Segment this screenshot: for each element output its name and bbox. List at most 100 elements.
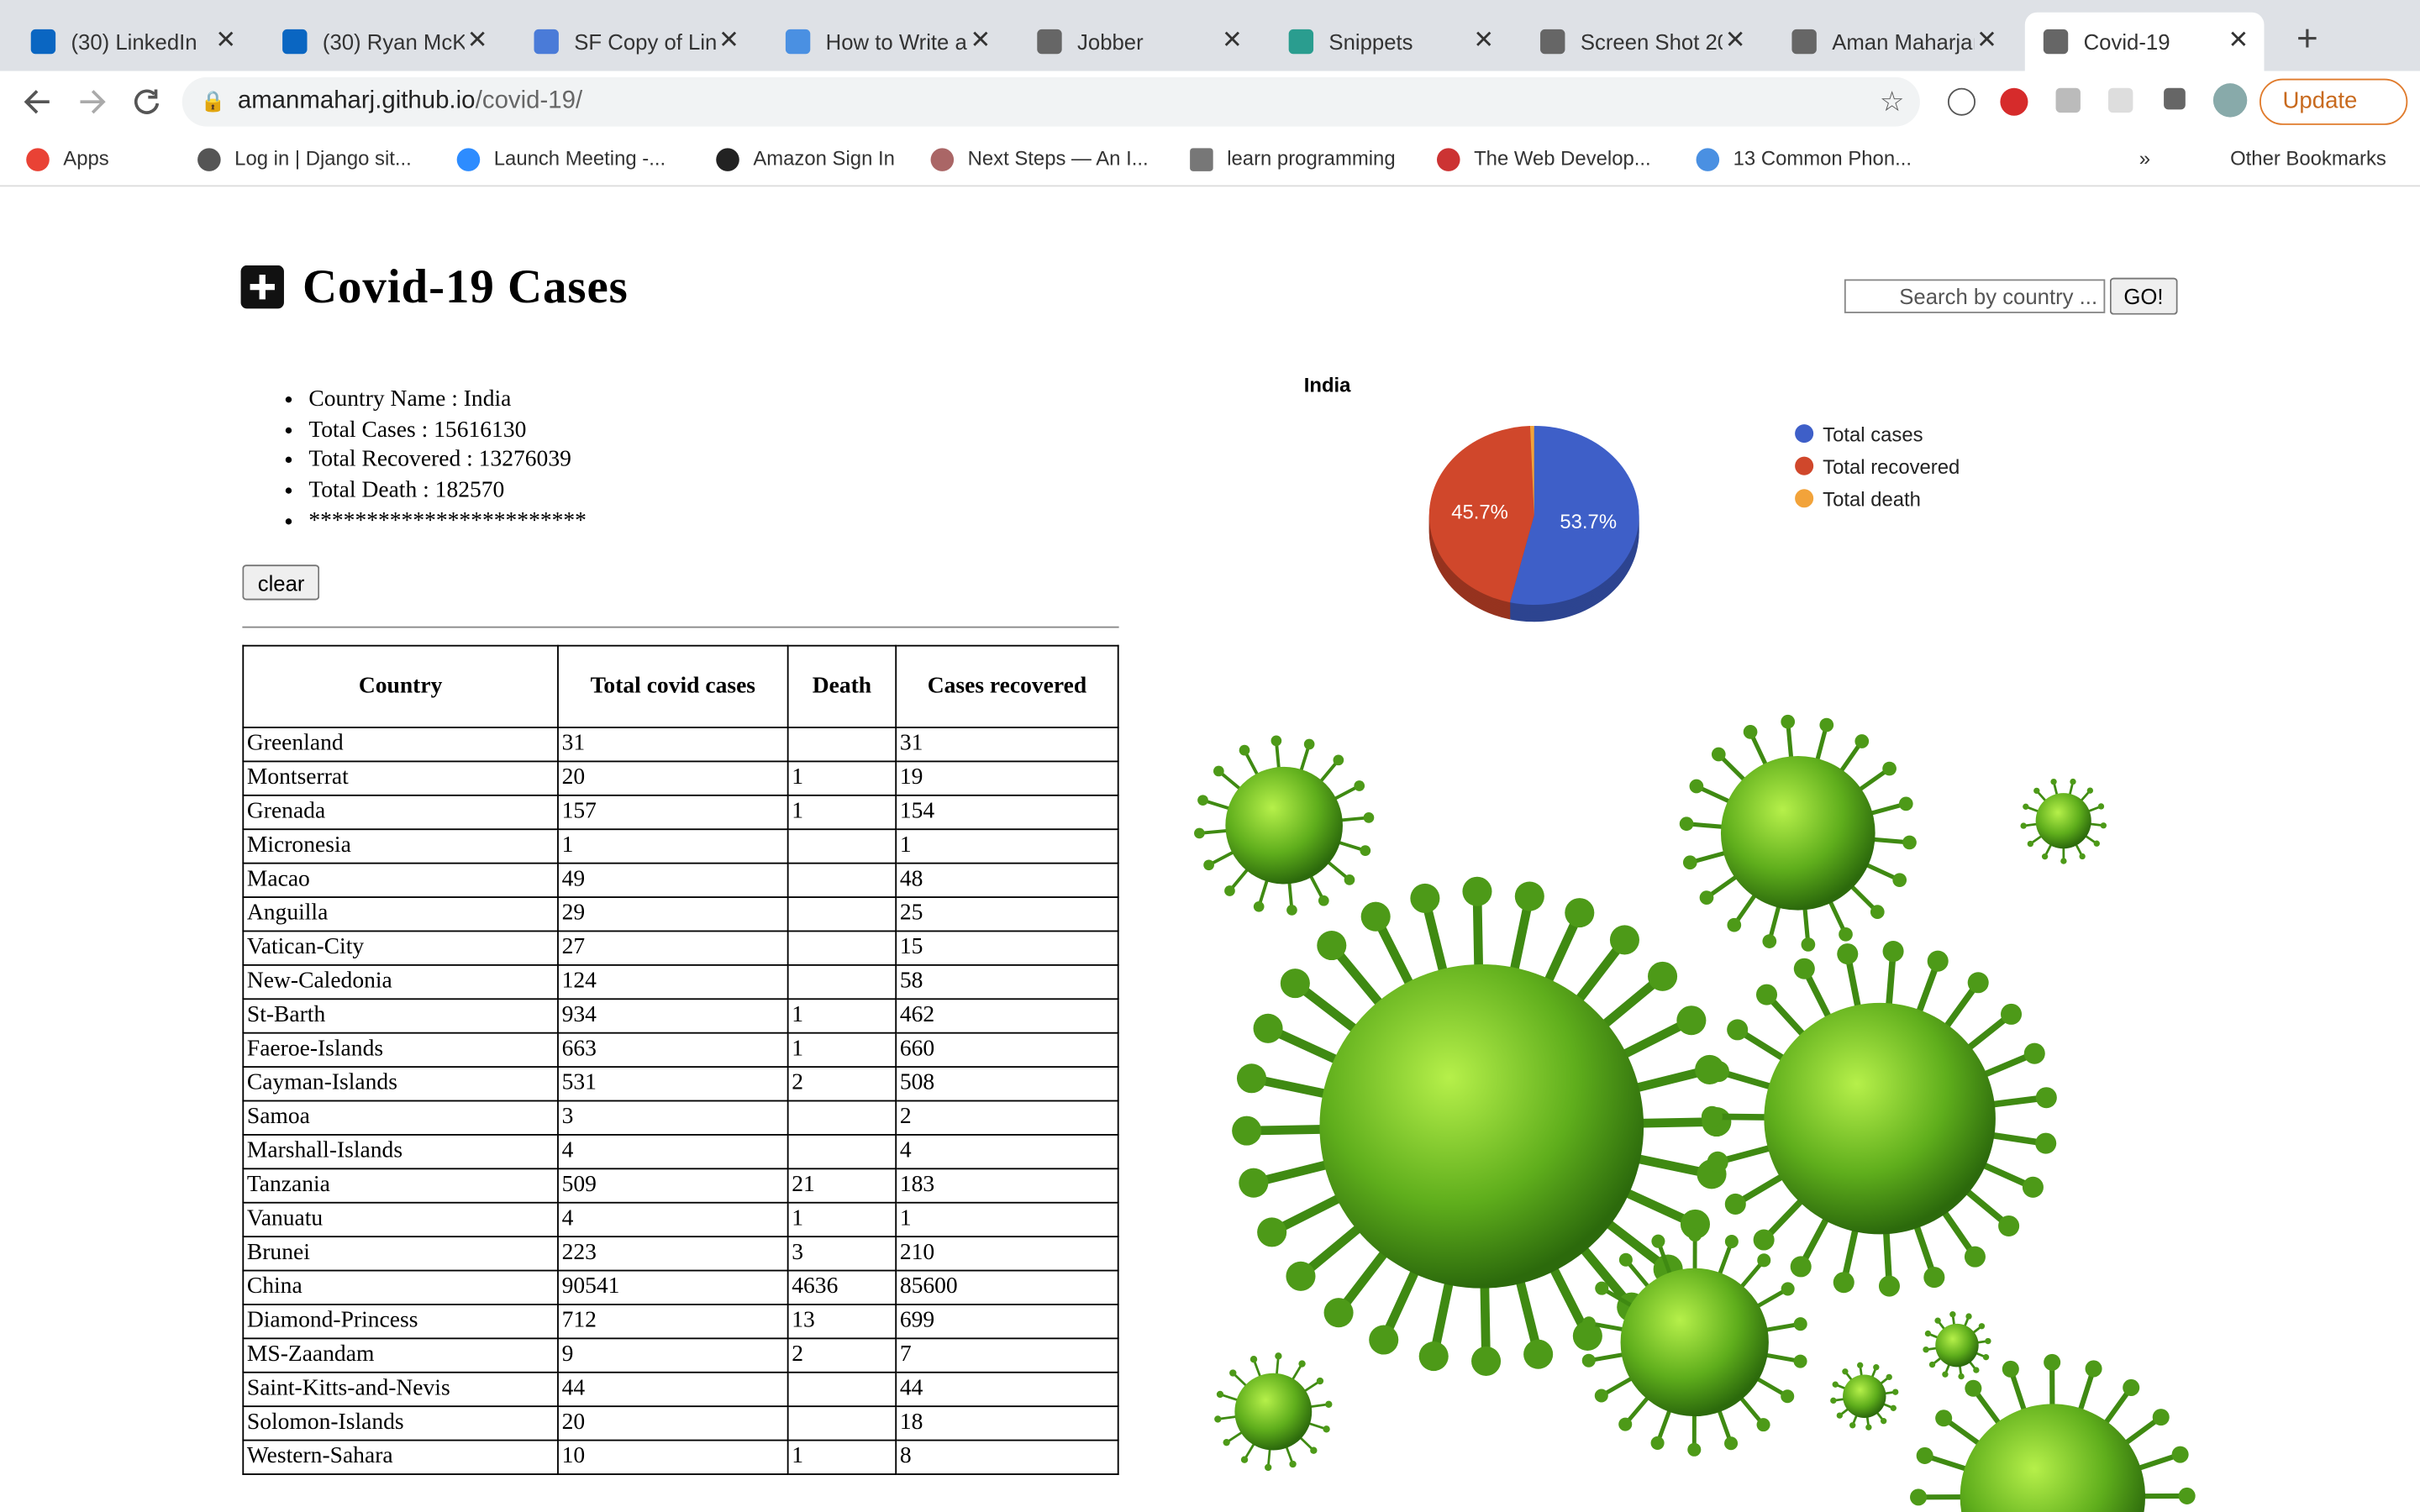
spike-tip [1849, 1422, 1856, 1429]
spike-tip [1701, 1105, 1723, 1127]
spike-tip [1523, 1339, 1554, 1369]
tab[interactable]: Aman Maharjan ✕ [1773, 13, 2012, 71]
tab[interactable]: (30) LinkedIn ✕ [13, 13, 252, 71]
tab[interactable]: SF Copy of Link ✕ [515, 13, 755, 71]
star[interactable]: ☆ [1879, 86, 1905, 118]
tab-close[interactable]: ✕ [718, 28, 739, 55]
info-list: Country Name : IndiaTotal Cases : 156161… [284, 386, 587, 538]
spike-tip [1865, 1424, 1872, 1431]
table-row: China 90541 4636 85600 [242, 1269, 1119, 1305]
bookmarks-bar: Apps Log in | Django sit... Launch Meeting… [0, 133, 2420, 187]
spike-tip [2086, 787, 2094, 794]
table-row: Faeroe-Islands 663 1 660 [242, 1032, 1119, 1068]
tab-close[interactable]: ✕ [970, 28, 992, 55]
header-row: Country Total covid cases Death Cases recov… [242, 644, 1119, 728]
virus [1910, 1353, 2196, 1512]
bookmark[interactable]: Launch Meeting -... [493, 146, 666, 171]
tab[interactable]: Screen Shot 20 ✕ [1522, 13, 1761, 71]
spike-tip [1410, 883, 1440, 913]
table-cell [786, 1100, 897, 1136]
virus [1581, 1228, 1807, 1457]
tab-close[interactable]: ✕ [1221, 28, 1243, 55]
tab-title: (30) Ryan McK [322, 29, 465, 55]
table-cell: 49 [557, 862, 789, 898]
table-cell: 7 [895, 1337, 1119, 1373]
bookmark-icon [1190, 148, 1213, 171]
spike-tip [1323, 1298, 1354, 1328]
bookmark[interactable]: learn programming [1227, 146, 1396, 171]
table-cell: 8 [895, 1439, 1119, 1475]
table-row: New-Caledonia 124 58 [242, 963, 1119, 1000]
virus [1214, 1352, 1333, 1472]
clear-button[interactable]: clear [242, 564, 320, 601]
spike-tip [1756, 1418, 1770, 1432]
tab[interactable]: Jobber ✕ [1018, 13, 1258, 71]
table-cell: 663 [557, 1032, 789, 1068]
table-cell: 1 [786, 998, 897, 1034]
tab-close[interactable]: ✕ [215, 28, 237, 55]
forward[interactable] [80, 90, 106, 114]
spike-tip [1618, 1252, 1633, 1267]
table-cell: 19 [895, 760, 1119, 796]
tab-title: SF Copy of Link [574, 29, 717, 55]
table-row: Macao 49 48 [242, 862, 1119, 898]
legend-label: Total death [1823, 488, 1921, 511]
bookmark[interactable]: Log in | Django sit... [234, 146, 412, 171]
tab[interactable]: Covid-19 ✕ [2024, 12, 2265, 71]
virus-body [1720, 756, 1876, 911]
tab-close[interactable]: ✕ [1724, 28, 1746, 55]
virus [1194, 735, 1375, 916]
spike-tip [2152, 1409, 2170, 1426]
other-bookmarks[interactable]: Other Bookmarks [2230, 146, 2386, 171]
bookmark[interactable]: 13 Common Phon... [1733, 146, 1912, 171]
new-tab[interactable]: + [2296, 18, 2318, 60]
tab-icon [1791, 29, 1817, 55]
tab-close[interactable]: ✕ [2228, 28, 2249, 55]
bookmark[interactable]: The Web Develop... [1474, 146, 1651, 171]
spike-tip [1837, 943, 1859, 965]
tab[interactable]: (30) Ryan McK ✕ [264, 13, 503, 71]
table-cell [786, 930, 897, 966]
spike-tip [1878, 1275, 1900, 1297]
reload[interactable] [134, 89, 160, 114]
tab-close[interactable]: ✕ [1976, 28, 1997, 55]
spike-tip [1216, 1390, 1224, 1399]
tab-close[interactable]: ✕ [466, 28, 488, 55]
bookmark[interactable]: Amazon Sign In [753, 146, 895, 171]
table-cell: 157 [557, 794, 789, 831]
bookmark[interactable]: Next Steps — An I... [967, 146, 1149, 171]
tab-title: Screen Shot 20 [1580, 29, 1723, 55]
back[interactable] [24, 90, 50, 114]
spike-tip [1781, 1282, 1795, 1296]
tab[interactable]: How to Write a ✕ [767, 13, 1007, 71]
spike-tip [2171, 1446, 2189, 1463]
spike-tip [1753, 1229, 1775, 1251]
tab-title: Jobber [1077, 29, 1144, 55]
spike-tip [1514, 881, 1544, 911]
spike-tip [1197, 795, 1208, 806]
table-cell: 1 [895, 1201, 1119, 1238]
spike-tip [1325, 1400, 1333, 1408]
update-button[interactable]: Update [2259, 78, 2408, 125]
table-cell: 3 [557, 1100, 789, 1136]
url-host: amanmaharj.github.io [237, 87, 476, 114]
search-input[interactable]: Search by country ... [1844, 279, 2106, 313]
bookmark-icon [456, 148, 481, 171]
table-cell: Marshall-Islands [242, 1134, 559, 1170]
spike-tip [1270, 735, 1282, 747]
spike-tip [1239, 1168, 1269, 1198]
spike-tip [2023, 803, 2029, 810]
tab[interactable]: Snippets ✕ [1270, 13, 1510, 71]
spike-tip [1275, 1352, 1282, 1360]
go-button[interactable]: GO! [2109, 277, 2178, 315]
spike-tip [1224, 885, 1235, 896]
spike-tip [1236, 1063, 1267, 1094]
omnibox[interactable]: 🔒 amanmaharj.github.io /covid-19/ ☆ [182, 76, 1920, 127]
tab-close[interactable]: ✕ [1473, 28, 1494, 55]
table-cell [786, 1134, 897, 1170]
bookmarks-more[interactable]: » [2139, 146, 2151, 171]
bookmark[interactable]: Apps [63, 146, 109, 171]
virus-body [1935, 1323, 1979, 1368]
table-cell: 1 [786, 1032, 897, 1068]
